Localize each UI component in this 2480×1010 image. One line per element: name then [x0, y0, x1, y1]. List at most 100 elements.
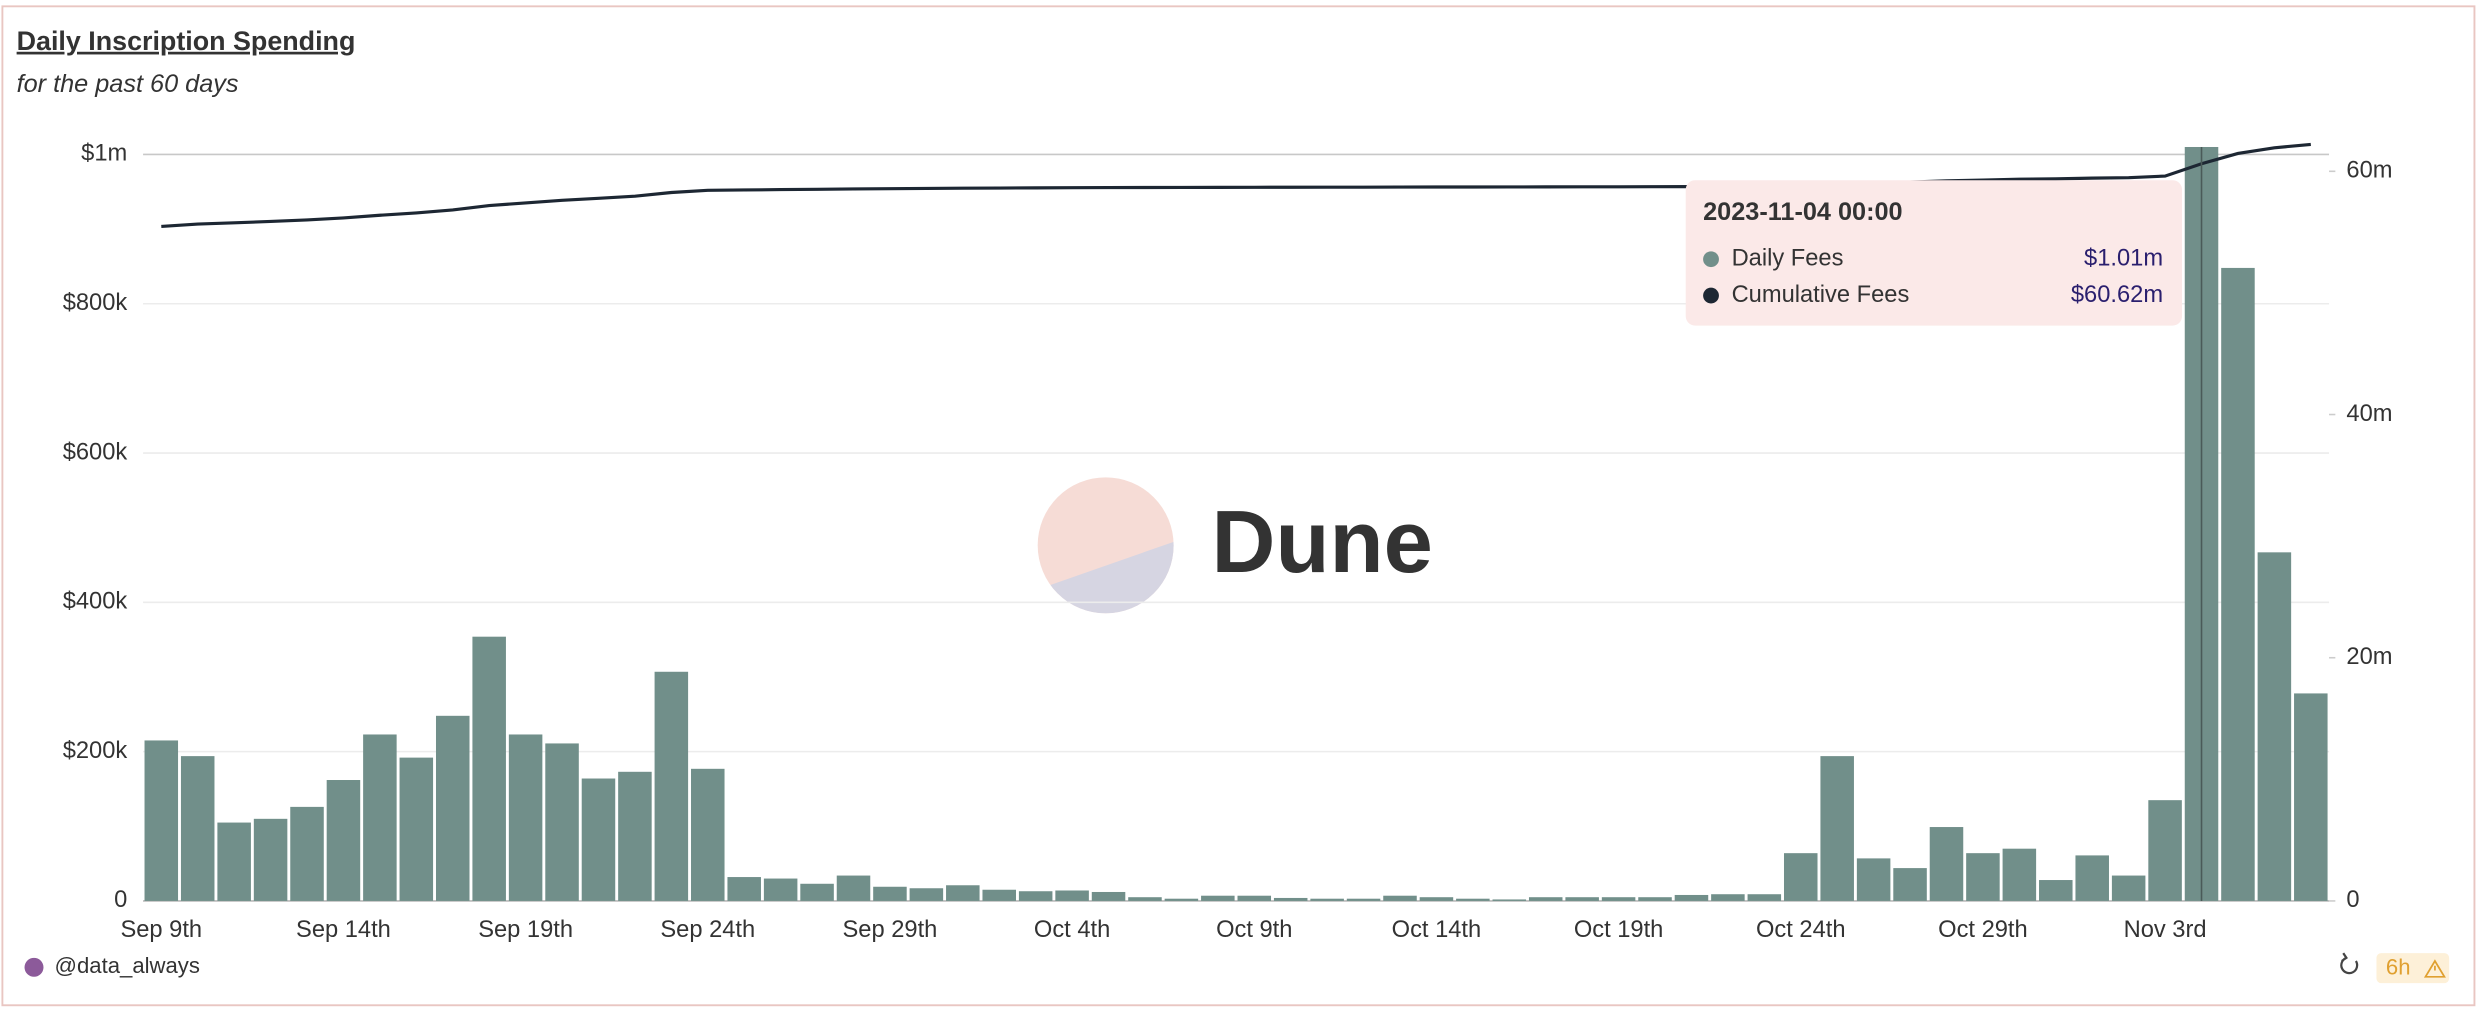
- bar: [618, 771, 652, 901]
- bar: [1820, 756, 1854, 901]
- x-tick-label: Sep 9th: [120, 917, 202, 943]
- y-tick-label: $800k: [63, 290, 128, 316]
- bar: [1674, 894, 1709, 901]
- bar: [472, 636, 506, 901]
- x-tick-label: Sep 19th: [478, 917, 573, 943]
- bar: [2075, 855, 2109, 901]
- y-tick-label: $600k: [63, 439, 128, 465]
- bar: [763, 878, 798, 901]
- bar: [1929, 827, 1964, 901]
- bar: [435, 715, 470, 901]
- bar: [1346, 898, 1381, 901]
- x-tick-label: Sep 29th: [843, 917, 938, 943]
- bar: [545, 743, 579, 901]
- bar: [1783, 853, 1818, 901]
- x-tick-label: Nov 3rd: [2124, 917, 2207, 943]
- bar: [982, 889, 1016, 901]
- plot-area: 0 $200k $400k $600k $800k $1m 0 20m 40m 60m Sep 9t…: [63, 141, 2393, 944]
- bar: [1711, 894, 1745, 901]
- bar: [581, 778, 616, 901]
- bar: [2002, 848, 2037, 901]
- bar: [1273, 897, 1308, 901]
- bar: [363, 734, 397, 901]
- bar: [691, 768, 725, 901]
- bar: [1055, 890, 1089, 901]
- y-tick-label: $200k: [63, 738, 128, 764]
- y-tick-label: 0: [114, 887, 127, 913]
- bar: [1091, 891, 1126, 901]
- author-avatar: [24, 957, 44, 977]
- bar: [1456, 898, 1490, 901]
- bar: [1164, 898, 1199, 901]
- bar: [253, 818, 288, 901]
- x-tick-label: Oct 29th: [1938, 917, 2028, 943]
- bar: [873, 886, 907, 901]
- author: @data_always: [55, 953, 200, 978]
- bar: [1128, 897, 1162, 901]
- bar: [1419, 897, 1454, 901]
- bar: [909, 888, 944, 901]
- bar: [2111, 875, 2146, 901]
- y-tick-label: $1m: [81, 141, 127, 167]
- bar: [290, 806, 324, 901]
- x-tick-label: Oct 14th: [1392, 917, 1482, 943]
- bar: [180, 756, 215, 901]
- bar: [1638, 897, 1672, 901]
- bar: [144, 740, 179, 901]
- bar: [399, 757, 434, 901]
- bar: [1565, 897, 1599, 901]
- bar: [1310, 898, 1344, 901]
- chart-subtitle: for the past 60 days: [17, 70, 239, 98]
- x-tick-label: Oct 24th: [1756, 917, 1846, 943]
- y2-tick-label: 20m: [2346, 644, 2392, 670]
- tooltip: 2023-11-04 00:00 Daily Fees $1.01m Cumul…: [1685, 180, 2183, 326]
- bar: [946, 885, 980, 901]
- bar: [1601, 897, 1636, 901]
- tooltip-value: $60.62m: [2071, 282, 2163, 308]
- footer: @data_always 6h: [24, 952, 2450, 984]
- chart-title: Daily Inscription Spending: [17, 26, 356, 56]
- bar: [326, 780, 361, 901]
- bar: [1747, 894, 1782, 901]
- y2-tick-label: 40m: [2346, 401, 2392, 427]
- y-tick-label: $400k: [63, 589, 128, 615]
- tooltip-value: $1.01m: [2084, 245, 2163, 271]
- bar: [1528, 897, 1563, 901]
- bar: [2221, 267, 2255, 901]
- bar: [1018, 891, 1053, 901]
- bar: [800, 883, 834, 901]
- x-tick-label: Oct 4th: [1034, 917, 1110, 943]
- bar: [217, 822, 251, 901]
- bar: [654, 671, 689, 901]
- refresh-icon[interactable]: [2340, 952, 2359, 975]
- x-tick-label: Sep 24th: [660, 917, 755, 943]
- bar: [727, 877, 761, 901]
- x-tick-label: Oct 19th: [1574, 917, 1664, 943]
- bar: [1966, 853, 2000, 901]
- bar: [1492, 899, 1527, 901]
- y2-tick-label: 0: [2346, 887, 2359, 913]
- bar: [2257, 552, 2292, 901]
- tooltip-title: 2023-11-04 00:00: [1703, 198, 1902, 226]
- tooltip-dot: [1703, 287, 1719, 304]
- bar: [1201, 895, 1235, 901]
- refresh-interval: 6h: [2386, 955, 2411, 980]
- refresh-badge[interactable]: [2376, 953, 2450, 984]
- bar: [1893, 868, 1927, 901]
- bar: [2294, 693, 2328, 901]
- x-tick-label: Oct 9th: [1216, 917, 1292, 943]
- warning-icon: [2423, 959, 2446, 978]
- bar: [1237, 895, 1272, 901]
- tooltip-series-name: Daily Fees: [1732, 245, 1844, 271]
- tooltip-dot: [1703, 251, 1719, 268]
- tooltip-series-name: Cumulative Fees: [1732, 282, 1910, 308]
- bar: [1383, 895, 1417, 901]
- watermark-text: Dune: [1212, 492, 1433, 591]
- x-tick-label: Sep 14th: [296, 917, 391, 943]
- bar: [2148, 800, 2182, 901]
- y2-tick-label: 60m: [2346, 158, 2392, 184]
- bar: [508, 734, 543, 901]
- tooltip-box: [1685, 180, 2183, 326]
